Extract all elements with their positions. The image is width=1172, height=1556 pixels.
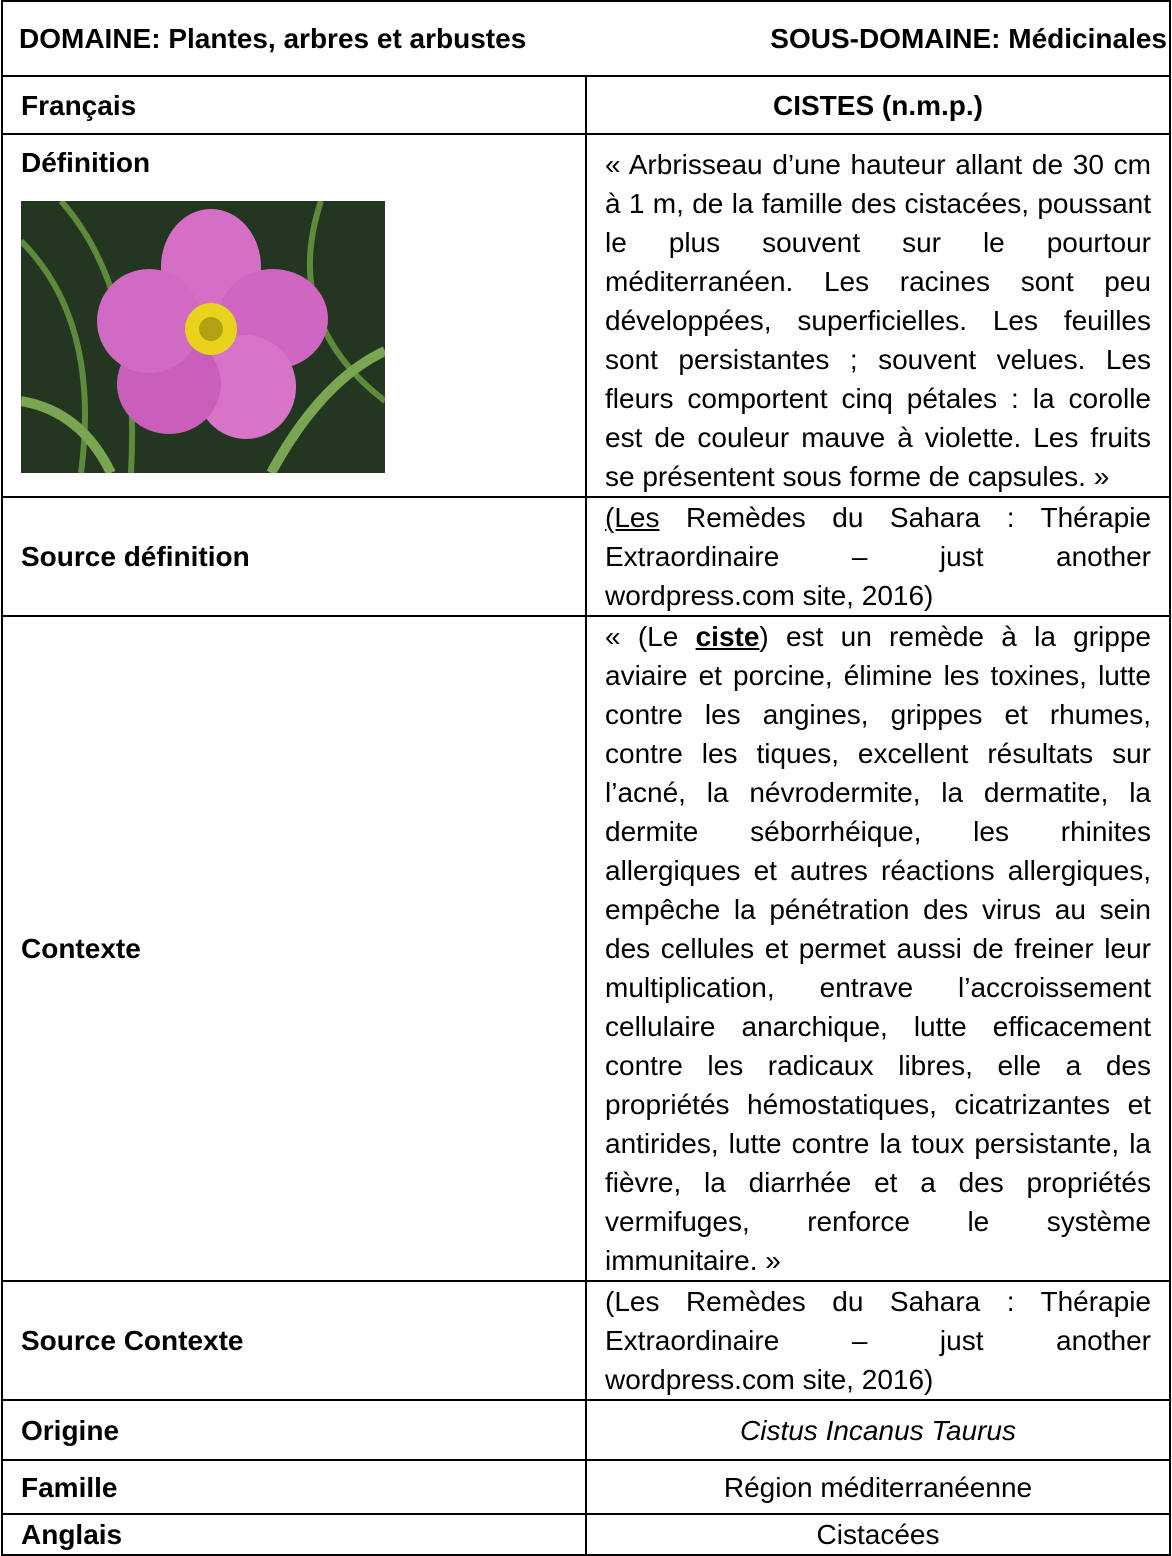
context-text: ) est un remède à la grippe aviaire et p… [605,621,1151,1276]
definition: « Arbrisseau d’une hauteur allant de 30 … [585,133,1171,498]
underlined-word: (Les [605,502,660,533]
origin-text: Cistus Incanus Taurus [740,1414,1016,1446]
label: Origine [1,1399,587,1461]
source: (Les Remèdes du Sahara : Thérapie Extrao… [585,496,1171,617]
family: Région méditerranéenne [585,1459,1171,1515]
domain: DOMAINE: Plantes, arbres et arbustes [19,23,527,54]
label: Français [1,75,587,135]
context-term: ciste [695,621,760,652]
definition-cell: Définition [1,133,587,498]
label: Anglais [1,1513,587,1556]
source: (Les Remèdes du Sahara : Thérapie Extrao… [585,1280,1171,1401]
label: Famille [1,1459,587,1515]
context: « (Le ciste) est un remède à la grippe a… [585,615,1171,1282]
context-text: « (Le [605,621,679,652]
label: Contexte [1,615,587,1282]
label: Source Contexte [1,1280,587,1401]
term: CISTES (n.m.p.) [585,75,1171,135]
flower-image [21,201,385,473]
origin: Cistus Incanus Taurus [585,1399,1171,1461]
source-text: Remèdes du Sahara : Thérapie Extraordina… [605,502,1151,611]
label: Définition [21,147,151,178]
label: Source définition [1,496,587,617]
english: Cistacées [585,1513,1171,1556]
subdomain: SOUS-DOMAINE: Médicinales [770,23,1167,54]
header: DOMAINE: Plantes, arbres et arbustes SOU… [4,19,1168,58]
